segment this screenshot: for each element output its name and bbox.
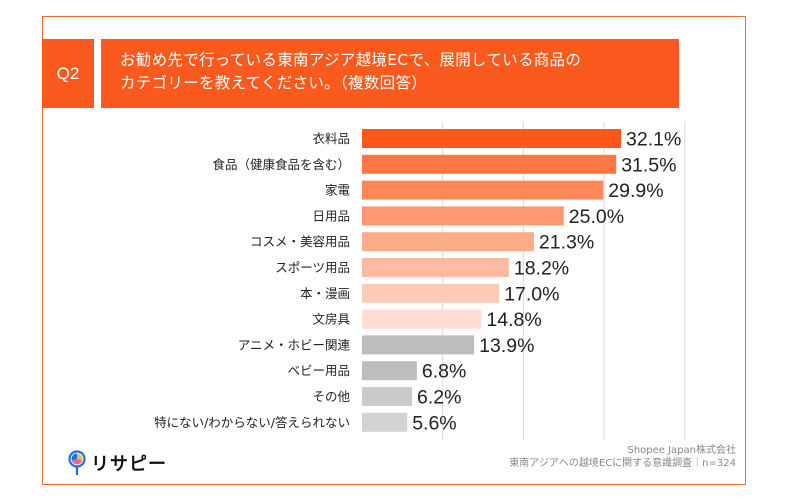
bar-11	[362, 412, 408, 432]
category-label-11: 特にない/わからない/答えられない	[154, 415, 350, 430]
bar-3	[362, 206, 564, 226]
question-title-line-2: カテゴリーを教えてください。（複数回答）	[120, 74, 428, 92]
bar-7	[362, 309, 482, 329]
value-label-0: 32.1%	[626, 129, 681, 151]
source-survey: 東南アジアへの越境ECに関する意識調査｜n=324	[509, 458, 736, 469]
category-label-0: 衣料品	[312, 131, 350, 146]
question-badge: Q2	[42, 39, 94, 108]
bar-8	[362, 335, 475, 355]
bar-0	[362, 129, 622, 148]
category-label-4: コスメ・美容用品	[250, 234, 350, 249]
risapy-logo: リサピー	[68, 450, 167, 476]
category-label-3: 日用品	[312, 208, 350, 223]
bar-10	[362, 387, 413, 406]
source-note: Shopee Japan株式会社 東南アジアへの越境ECに関する意識調査｜n=3…	[509, 444, 736, 470]
pin-chart-icon	[68, 450, 86, 475]
value-label-8: 13.9%	[479, 335, 534, 357]
category-label-5: スポーツ用品	[275, 260, 350, 275]
category-label-1: 食品（健康食品を含む）	[212, 157, 350, 172]
category-label-8: アニメ・ホビー関連	[238, 337, 351, 352]
logo-text: リサピー	[91, 454, 167, 475]
value-label-9: 6.8%	[422, 361, 466, 383]
value-label-3: 25.0%	[569, 206, 624, 228]
source-company: Shopee Japan株式会社	[627, 445, 736, 456]
bar-6	[362, 283, 500, 303]
bar-2	[362, 180, 604, 200]
bar-5	[362, 258, 509, 277]
value-label-4: 21.3%	[539, 232, 594, 254]
question-title-line-1: お勧め先で行っている東南アジア越境ECで、展開している商品の	[120, 51, 582, 69]
category-label-6: 本・漫画	[300, 286, 350, 301]
value-label-2: 29.9%	[608, 180, 663, 202]
bar-9	[362, 361, 417, 381]
value-label-1: 31.5%	[621, 154, 676, 176]
bar-1	[362, 154, 617, 174]
value-label-10: 6.2%	[417, 387, 461, 409]
value-label-5: 18.2%	[514, 258, 569, 280]
bar-4	[362, 232, 534, 252]
category-label-9: ベビー用品	[287, 363, 350, 378]
value-label-11: 5.6%	[412, 412, 456, 434]
category-label-10: その他	[312, 389, 350, 404]
category-label-7: 文房具	[312, 312, 350, 327]
value-label-6: 17.0%	[504, 283, 559, 305]
question-title: お勧め先で行っている東南アジア越境ECで、展開している商品の カテゴリーを教えて…	[101, 39, 679, 108]
value-label-7: 14.8%	[486, 309, 541, 331]
category-label-2: 家電	[325, 183, 351, 198]
